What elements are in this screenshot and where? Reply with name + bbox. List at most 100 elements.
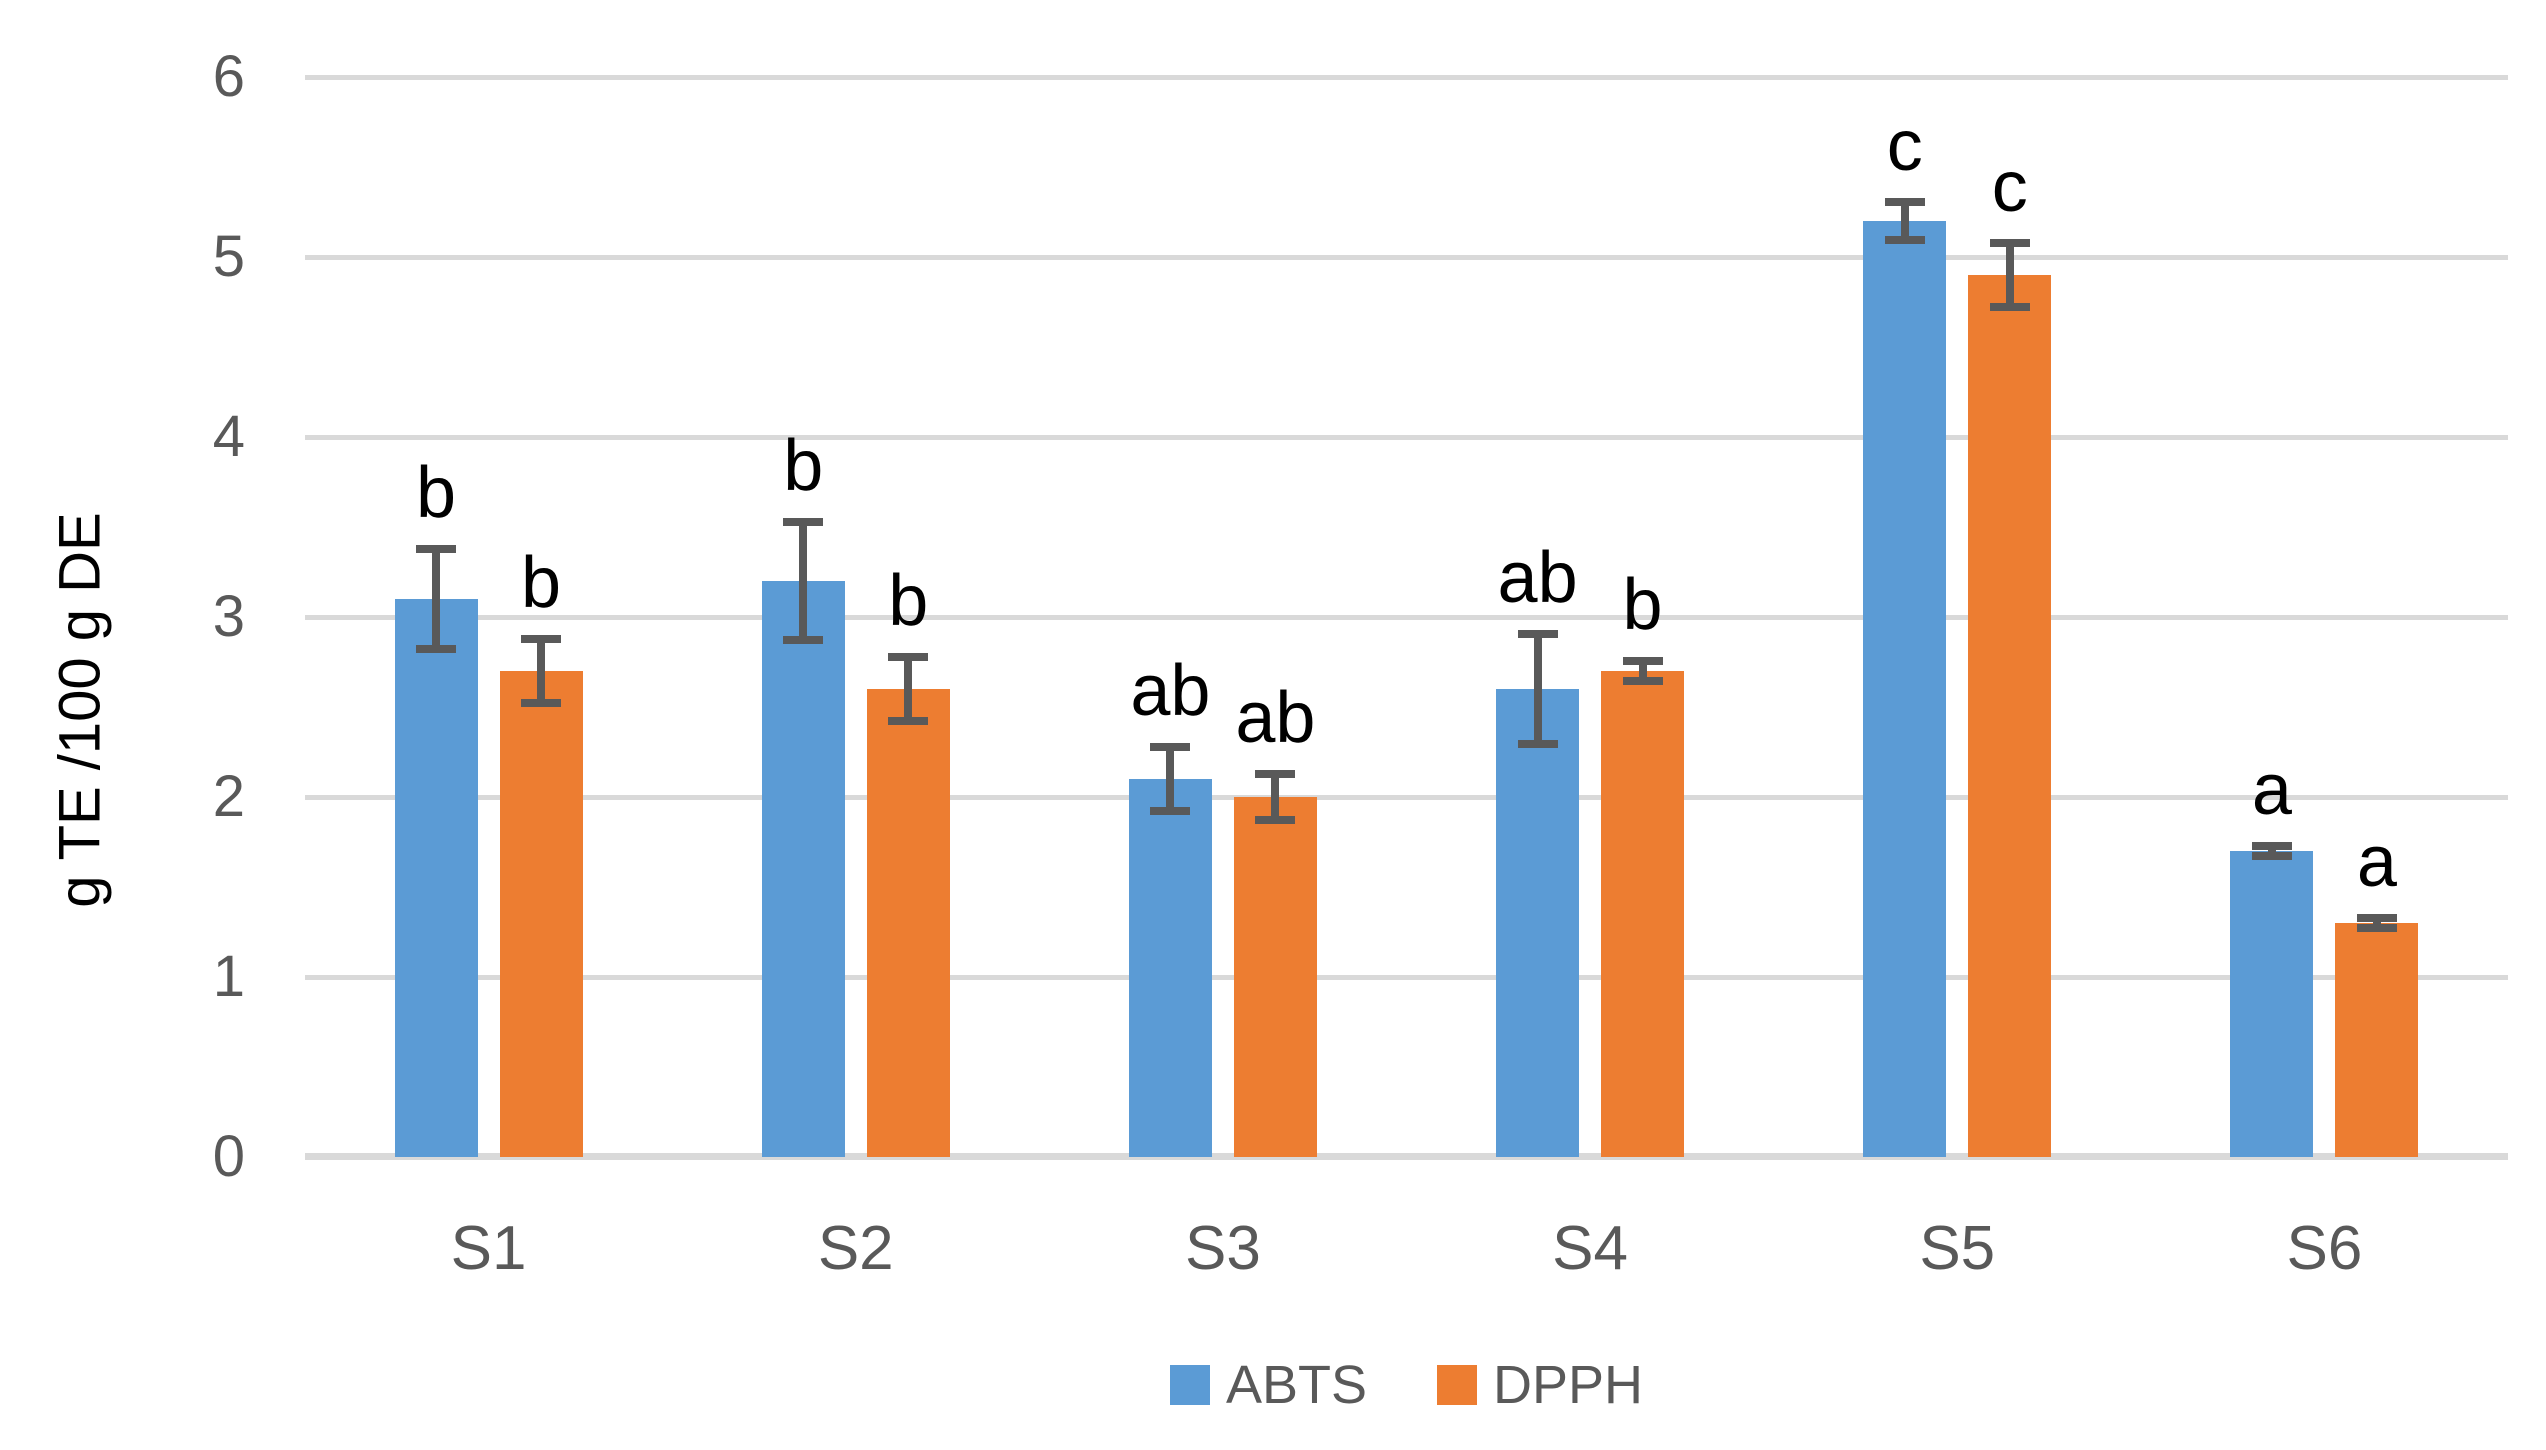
x-tick-label-s3: S3 — [1184, 1214, 1261, 1283]
y-tick-label-2: 2 — [212, 764, 245, 829]
legend: ABTS DPPH — [305, 1358, 2508, 1412]
error-bar-dpph-s5 — [1989, 239, 2030, 311]
error-bar-cap-bottom — [1150, 807, 1191, 815]
gridline-y3 — [305, 615, 2508, 620]
bar-abts-s1 — [394, 599, 478, 1157]
y-tick-label-6: 6 — [212, 44, 245, 109]
error-bar-cap-top — [521, 635, 562, 643]
error-bar-dpph-s6 — [2356, 914, 2397, 932]
y-tick-label-0: 0 — [212, 1124, 245, 1189]
error-bar-line — [799, 518, 808, 644]
error-bar-line — [1900, 197, 1909, 245]
error-bar-cap-top — [1150, 743, 1191, 751]
error-bar-cap-bottom — [1517, 740, 1558, 749]
bar-dpph-s3 — [1233, 797, 1317, 1157]
bar-abts-s3 — [1128, 779, 1212, 1157]
error-bar-abts-s3 — [1150, 743, 1191, 815]
bar-abts-s5 — [1863, 221, 1947, 1157]
significance-letter-dpph-s2: b — [888, 561, 929, 641]
error-bar-line — [1271, 770, 1280, 824]
bar-abts-s2 — [761, 581, 845, 1157]
error-bar-line — [432, 545, 441, 653]
legend-swatch-dpph — [1437, 1365, 1477, 1405]
error-bar-cap-bottom — [888, 717, 929, 725]
plot-area: b b b b ab ab ab b c c a a — [305, 75, 2508, 1160]
error-bar-abts-s5 — [1884, 197, 1925, 245]
error-bar-cap-top — [416, 545, 457, 553]
error-bar-cap-top — [2251, 842, 2292, 850]
error-bar-line — [2372, 914, 2381, 932]
significance-letter-abts-s1: b — [416, 453, 457, 533]
error-bar-abts-s2 — [783, 518, 824, 644]
significance-letter-dpph-s5: c — [1991, 147, 2028, 227]
legend-label-abts: ABTS — [1225, 1355, 1367, 1415]
bar-dpph-s4 — [1601, 671, 1685, 1157]
significance-letter-dpph-s1: b — [521, 543, 562, 623]
error-bar-cap-bottom — [2251, 852, 2292, 860]
error-bar-cap-top — [1622, 656, 1663, 665]
bar-dpph-s2 — [866, 689, 950, 1157]
error-bar-cap-bottom — [783, 636, 824, 644]
error-bar-line — [1638, 656, 1647, 686]
y-tick-label-4: 4 — [212, 404, 245, 469]
gridline-y6 — [305, 75, 2508, 80]
bar-abts-s4 — [1496, 689, 1580, 1157]
error-bar-line — [904, 653, 913, 725]
error-bar-cap-top — [783, 518, 824, 526]
significance-letter-abts-s2: b — [783, 426, 824, 506]
x-tick-label-s5: S5 — [1919, 1214, 1996, 1283]
y-axis-title: g TE /100 g DE — [47, 512, 113, 908]
y-tick-label-1: 1 — [212, 944, 245, 1009]
error-bar-abts-s1 — [416, 545, 457, 653]
x-tick-label-s2: S2 — [817, 1214, 894, 1283]
error-bar-cap-top — [1884, 197, 1925, 206]
error-bar-abts-s4 — [1517, 629, 1558, 749]
y-tick-label-3: 3 — [212, 584, 245, 649]
error-bar-cap-bottom — [2356, 924, 2397, 932]
error-bar-cap-top — [2356, 914, 2397, 922]
error-bar-dpph-s4 — [1622, 656, 1663, 686]
error-bar-dpph-s3 — [1255, 770, 1296, 824]
error-bar-line — [2005, 239, 2014, 311]
significance-letter-abts-s4: ab — [1497, 537, 1578, 618]
y-tick-label-5: 5 — [212, 224, 245, 289]
error-bar-cap-top — [888, 653, 929, 661]
bar-abts-s6 — [2230, 851, 2314, 1157]
bar-dpph-s6 — [2335, 923, 2419, 1157]
error-bar-cap-bottom — [1255, 816, 1296, 824]
x-axis-line — [305, 1153, 2508, 1160]
significance-letter-abts-s3: ab — [1130, 651, 1211, 731]
error-bar-cap-top — [1517, 629, 1558, 638]
bar-dpph-s1 — [499, 671, 583, 1157]
error-bar-dpph-s2 — [888, 653, 929, 725]
significance-letter-dpph-s4: b — [1622, 564, 1663, 645]
error-bar-dpph-s1 — [521, 635, 562, 707]
significance-letter-dpph-s6: a — [2356, 822, 2397, 902]
error-bar-abts-s6 — [2251, 842, 2292, 860]
error-bar-line — [2267, 842, 2276, 860]
x-tick-label-s6: S6 — [2286, 1214, 2363, 1283]
legend-label-dpph: DPPH — [1493, 1355, 1644, 1415]
gridline-y5 — [305, 255, 2508, 260]
error-bar-line — [537, 635, 546, 707]
error-bar-cap-bottom — [1622, 677, 1663, 686]
error-bar-cap-bottom — [521, 699, 562, 707]
legend-item-dpph: DPPH — [1437, 1358, 1643, 1412]
legend-item-abts: ABTS — [1169, 1355, 1367, 1415]
error-bar-cap-top — [1989, 239, 2030, 247]
error-bar-cap-top — [1255, 770, 1296, 778]
x-tick-label-s1: S1 — [450, 1214, 527, 1283]
error-bar-cap-bottom — [1989, 303, 2030, 311]
significance-letter-abts-s5: c — [1886, 105, 1923, 186]
error-bar-line — [1166, 743, 1175, 815]
bar-dpph-s5 — [1968, 275, 2052, 1157]
legend-swatch-abts — [1169, 1365, 1210, 1405]
gridline-y4 — [305, 435, 2508, 440]
significance-letter-abts-s6: a — [2251, 750, 2292, 830]
error-bar-line — [1533, 629, 1542, 749]
gridline-y1 — [305, 975, 2508, 980]
x-tick-label-s4: S4 — [1552, 1214, 1628, 1283]
error-bar-cap-bottom — [416, 645, 457, 653]
significance-letter-dpph-s3: ab — [1235, 678, 1316, 758]
